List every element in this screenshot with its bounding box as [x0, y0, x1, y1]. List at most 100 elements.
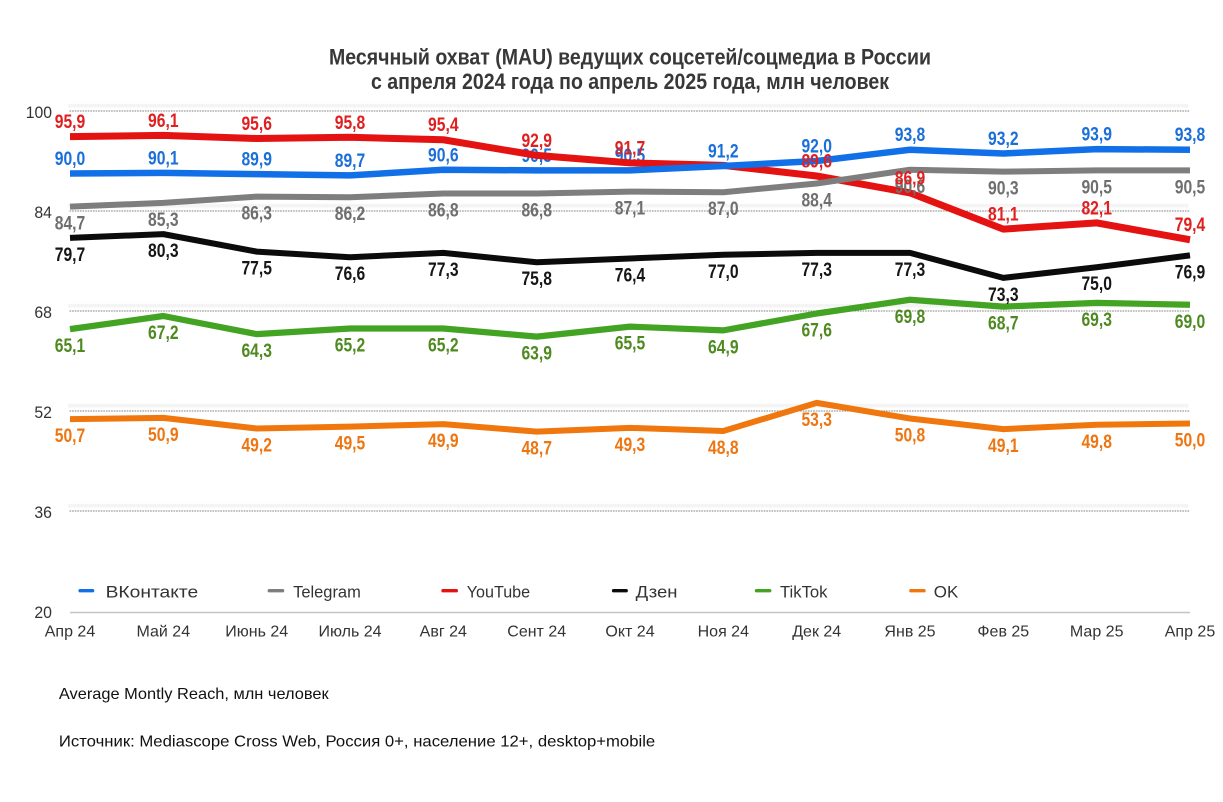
svg-text:77,3: 77,3: [801, 260, 832, 281]
svg-text:90,5: 90,5: [1081, 177, 1112, 198]
svg-text:91,7: 91,7: [615, 138, 646, 159]
svg-text:48,8: 48,8: [708, 438, 739, 459]
svg-text:86,9: 86,9: [895, 168, 926, 189]
svg-text:Июль 24: Июль 24: [318, 623, 381, 640]
svg-text:81,1: 81,1: [988, 205, 1019, 226]
svg-text:95,4: 95,4: [428, 115, 459, 136]
svg-text:Дек 24: Дек 24: [792, 623, 841, 640]
svg-text:96,1: 96,1: [148, 111, 179, 132]
svg-text:Telegram: Telegram: [293, 583, 361, 602]
svg-text:84,7: 84,7: [55, 214, 86, 235]
svg-text:Мар 25: Мар 25: [1070, 623, 1124, 640]
svg-text:73,3: 73,3: [988, 285, 1019, 306]
svg-text:90,6: 90,6: [895, 177, 926, 198]
svg-text:93,8: 93,8: [895, 125, 926, 146]
svg-text:77,0: 77,0: [708, 262, 739, 283]
svg-text:64,3: 64,3: [241, 341, 272, 362]
svg-text:Месячный охват (MAU) ведущих с: Месячный охват (MAU) ведущих соцсетей/со…: [329, 45, 931, 70]
svg-text:90,3: 90,3: [988, 179, 1019, 200]
svg-text:89,6: 89,6: [801, 152, 832, 173]
svg-text:69,0: 69,0: [1175, 312, 1206, 333]
svg-text:49,1: 49,1: [988, 436, 1019, 457]
svg-text:100: 100: [26, 103, 52, 122]
svg-text:89,9: 89,9: [241, 150, 272, 171]
svg-text:90,5: 90,5: [1175, 177, 1206, 198]
svg-text:79,7: 79,7: [55, 245, 86, 266]
svg-text:95,9: 95,9: [55, 112, 86, 133]
svg-text:82,1: 82,1: [1081, 198, 1112, 219]
svg-text:Фев 25: Фев 25: [977, 623, 1029, 640]
svg-text:75,0: 75,0: [1081, 274, 1112, 295]
svg-text:Average Montly Reach, млн чело: Average Montly Reach, млн человек: [59, 686, 330, 703]
svg-text:65,1: 65,1: [55, 336, 86, 357]
svg-text:77,3: 77,3: [428, 260, 459, 281]
svg-text:68: 68: [34, 303, 52, 322]
svg-text:93,9: 93,9: [1081, 125, 1112, 146]
svg-text:85,3: 85,3: [148, 210, 179, 231]
svg-text:95,6: 95,6: [241, 114, 272, 135]
svg-text:36: 36: [34, 503, 52, 522]
svg-text:79,4: 79,4: [1175, 215, 1206, 236]
svg-text:52: 52: [34, 403, 52, 422]
svg-text:95,8: 95,8: [335, 113, 366, 134]
svg-text:49,2: 49,2: [241, 436, 272, 457]
svg-text:65,2: 65,2: [335, 336, 366, 357]
svg-text:86,3: 86,3: [241, 204, 272, 225]
svg-text:77,3: 77,3: [895, 260, 926, 281]
svg-text:Сент 24: Сент 24: [507, 623, 566, 640]
svg-text:YouTube: YouTube: [467, 583, 530, 602]
svg-text:75,8: 75,8: [521, 269, 552, 290]
svg-text:69,3: 69,3: [1081, 310, 1112, 331]
svg-text:50,0: 50,0: [1175, 431, 1206, 452]
svg-text:88,4: 88,4: [801, 191, 832, 212]
svg-text:Апр 24: Апр 24: [45, 623, 96, 640]
svg-text:65,5: 65,5: [615, 334, 646, 355]
svg-text:80,3: 80,3: [148, 241, 179, 262]
svg-text:90,0: 90,0: [55, 149, 86, 170]
svg-text:20: 20: [34, 603, 52, 622]
svg-text:76,9: 76,9: [1175, 262, 1206, 283]
svg-text:89,7: 89,7: [335, 151, 366, 172]
svg-text:68,7: 68,7: [988, 314, 1019, 335]
svg-text:87,0: 87,0: [708, 199, 739, 220]
svg-text:Дзен: Дзен: [636, 583, 678, 602]
svg-text:Апр 25: Апр 25: [1165, 623, 1216, 640]
svg-text:67,2: 67,2: [148, 323, 179, 344]
svg-text:65,2: 65,2: [428, 336, 459, 357]
svg-text:48,7: 48,7: [521, 439, 552, 460]
svg-text:Ноя 24: Ноя 24: [698, 623, 749, 640]
svg-text:Май 24: Май 24: [137, 623, 191, 640]
svg-text:92,0: 92,0: [801, 137, 832, 158]
svg-text:ВКонтакте: ВКонтакте: [106, 583, 199, 602]
svg-text:86,2: 86,2: [335, 204, 366, 225]
svg-text:93,2: 93,2: [988, 129, 1019, 150]
svg-text:77,5: 77,5: [241, 259, 272, 280]
svg-text:53,3: 53,3: [801, 410, 832, 431]
svg-text:Июнь 24: Июнь 24: [225, 623, 288, 640]
svg-text:86,8: 86,8: [428, 201, 459, 222]
svg-text:76,6: 76,6: [335, 264, 366, 285]
svg-text:TikTok: TikTok: [780, 583, 828, 602]
svg-text:91,2: 91,2: [708, 142, 739, 163]
svg-text:с апреля 2024 года по апрель 2: с апреля 2024 года по апрель 2025 года, …: [371, 69, 890, 94]
svg-text:76,4: 76,4: [615, 266, 646, 287]
svg-text:86,8: 86,8: [521, 201, 552, 222]
svg-text:93,8: 93,8: [1175, 125, 1206, 146]
svg-text:63,9: 63,9: [521, 344, 552, 365]
svg-text:67,6: 67,6: [801, 321, 832, 342]
svg-text:49,5: 49,5: [335, 434, 366, 455]
svg-text:90,6: 90,6: [428, 145, 459, 166]
svg-text:Авг 24: Авг 24: [420, 623, 467, 640]
svg-text:Окт 24: Окт 24: [605, 623, 654, 640]
svg-text:84: 84: [34, 203, 52, 222]
svg-text:OK: OK: [934, 583, 959, 602]
svg-text:Источник: Mediascope Cross Web: Источник: Mediascope Cross Web, Россия 0…: [59, 734, 655, 751]
svg-text:50,8: 50,8: [895, 426, 926, 447]
svg-text:92,9: 92,9: [521, 131, 552, 152]
svg-text:50,9: 50,9: [148, 425, 179, 446]
svg-text:49,3: 49,3: [615, 435, 646, 456]
svg-text:50,7: 50,7: [55, 426, 86, 447]
svg-text:90,1: 90,1: [148, 148, 179, 169]
svg-text:64,9: 64,9: [708, 337, 739, 358]
svg-text:49,9: 49,9: [428, 431, 459, 452]
